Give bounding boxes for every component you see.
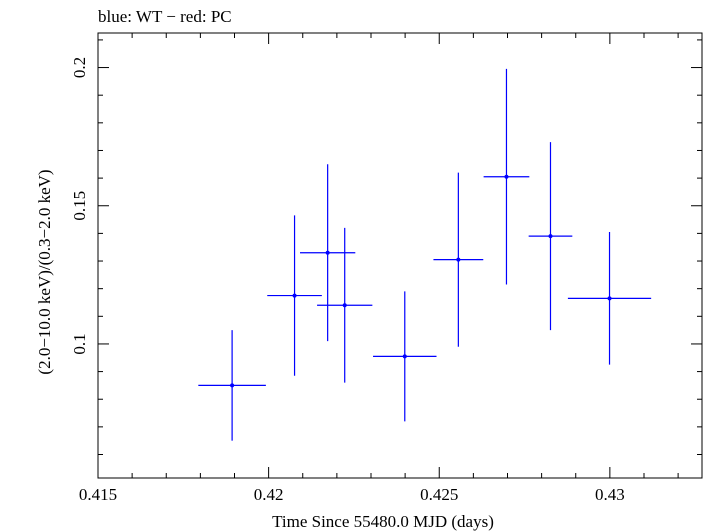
plot-frame <box>97 32 703 479</box>
x-tick-label: 0.425 <box>420 485 458 504</box>
y-axis-label: (2.0−10.0 keV)/(0.3−2.0 keV) <box>35 169 54 374</box>
data-point <box>504 174 509 179</box>
data-point <box>402 354 407 359</box>
x-axis-ticks: 0.415 0.42 0.425 0.43 <box>79 33 679 504</box>
data-point <box>607 296 612 301</box>
x-tick-label: 0.42 <box>254 485 284 504</box>
data-point <box>325 250 330 255</box>
series-wt <box>198 68 652 441</box>
data-point <box>548 234 553 239</box>
x-tick-label: 0.415 <box>79 485 117 504</box>
data-point <box>230 383 235 388</box>
data-point <box>342 303 347 308</box>
data-point <box>292 293 297 298</box>
data-point <box>456 257 461 262</box>
y-tick-label: 0.1 <box>70 333 89 354</box>
x-tick-label: 0.43 <box>595 485 625 504</box>
series-layer <box>198 68 652 441</box>
y-tick-label: 0.2 <box>70 57 89 78</box>
y-tick-label: 0.15 <box>70 191 89 221</box>
x-axis-label: Time Since 55480.0 MJD (days) <box>272 512 494 531</box>
y-axis-ticks: 0.1 0.15 0.2 <box>70 39 702 456</box>
chart-title: blue: WT − red: PC <box>98 7 232 26</box>
